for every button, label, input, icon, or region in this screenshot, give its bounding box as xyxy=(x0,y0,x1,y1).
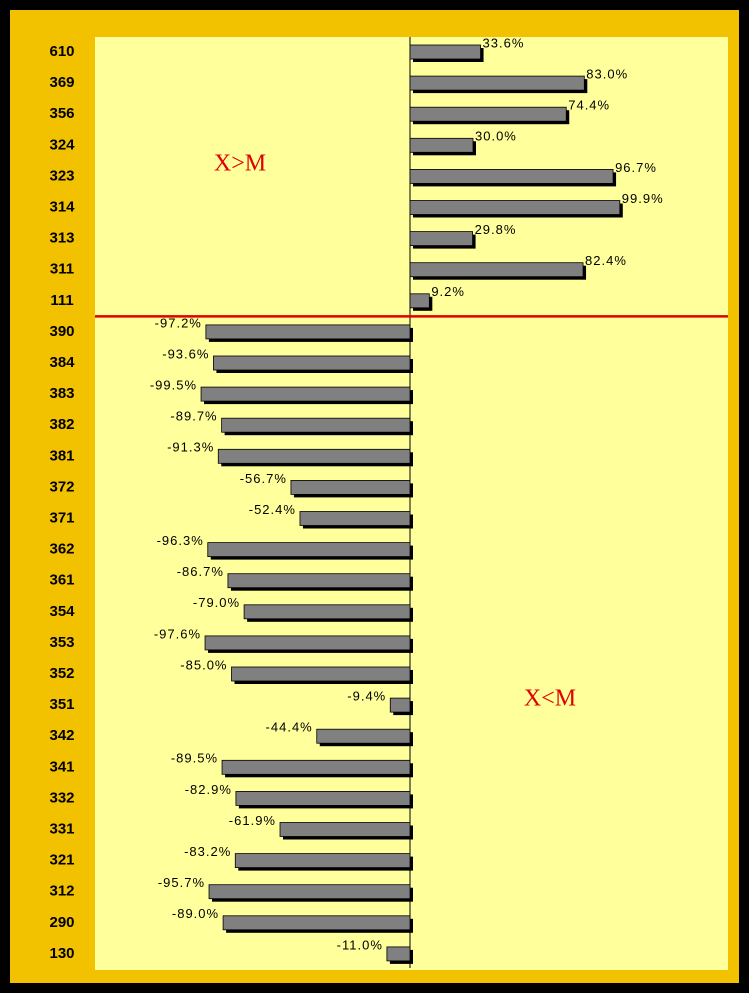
value-label: 96.7% xyxy=(615,160,657,175)
value-label: -11.0% xyxy=(337,937,383,952)
value-label: 83.0% xyxy=(586,67,628,82)
bar xyxy=(207,542,411,557)
value-label: -97.6% xyxy=(154,626,201,641)
bar xyxy=(221,417,411,433)
value-label: -83.2% xyxy=(184,844,231,859)
annotation: X>M xyxy=(214,151,266,177)
bar xyxy=(409,262,584,278)
bar xyxy=(222,915,411,931)
y-tick-label: 369 xyxy=(49,74,74,91)
bar xyxy=(235,791,411,806)
value-label: -85.0% xyxy=(180,657,227,672)
bar xyxy=(208,884,411,900)
bar xyxy=(279,822,411,837)
value-label: -52.4% xyxy=(249,502,296,517)
y-tick-label: 324 xyxy=(49,136,75,153)
value-label: -89.5% xyxy=(171,751,218,766)
value-label: 30.0% xyxy=(475,129,517,144)
value-label: -97.2% xyxy=(155,315,202,330)
y-tick-label: 313 xyxy=(49,230,74,247)
y-tick-label: 384 xyxy=(49,354,75,371)
value-label: 82.4% xyxy=(585,253,627,268)
value-label: 9.2% xyxy=(431,284,465,299)
value-label: -9.4% xyxy=(347,689,386,704)
value-label: -56.7% xyxy=(240,471,287,486)
y-tick-label: 353 xyxy=(49,634,74,651)
y-tick-label: 372 xyxy=(49,478,74,495)
value-label: -96.3% xyxy=(157,533,204,548)
y-tick-label: 341 xyxy=(49,758,74,775)
value-label: -95.7% xyxy=(158,875,205,890)
y-tick-label: 290 xyxy=(49,914,74,931)
bar xyxy=(389,697,411,713)
bar xyxy=(409,168,614,184)
annotation: X<M xyxy=(524,686,576,712)
bar xyxy=(205,324,411,340)
bar xyxy=(409,137,474,153)
y-tick-label: 332 xyxy=(49,789,74,806)
y-tick-label: 312 xyxy=(49,883,74,900)
bar xyxy=(243,604,411,620)
value-label: -82.9% xyxy=(185,782,232,797)
bar xyxy=(231,666,411,682)
value-label: -61.9% xyxy=(229,813,276,828)
y-tick-label: 361 xyxy=(49,572,74,589)
bar xyxy=(409,44,481,60)
y-tick-label: 311 xyxy=(50,261,74,278)
bar xyxy=(290,479,411,495)
bar xyxy=(409,293,430,309)
value-label: -79.0% xyxy=(193,595,240,610)
y-tick-label: 381 xyxy=(49,447,74,464)
y-tick-label: 390 xyxy=(49,323,74,340)
y-tick-label: 382 xyxy=(49,416,74,433)
y-tick-label: 362 xyxy=(49,541,74,558)
bar xyxy=(409,200,621,215)
y-tick-label: 323 xyxy=(49,167,74,184)
bar xyxy=(316,728,411,744)
y-tick-label: 342 xyxy=(49,727,74,744)
y-tick-label: 383 xyxy=(49,385,74,402)
value-label: 74.4% xyxy=(568,98,610,113)
y-tick-label: 356 xyxy=(49,105,74,122)
y-tick-label: 352 xyxy=(49,665,74,682)
bar xyxy=(409,106,567,122)
y-tick-label: 331 xyxy=(49,820,74,837)
bar xyxy=(386,946,411,962)
y-tick-label: 130 xyxy=(49,945,74,962)
value-label: 33.6% xyxy=(483,35,525,50)
bar xyxy=(234,853,411,868)
y-tick-label: 351 xyxy=(49,696,74,713)
plot-area xyxy=(95,37,728,970)
bar xyxy=(409,231,473,247)
value-label: -89.7% xyxy=(170,409,217,424)
value-label: -91.3% xyxy=(167,440,214,455)
value-label: 29.8% xyxy=(475,222,517,237)
bar xyxy=(204,635,411,651)
bar xyxy=(213,355,411,371)
bar xyxy=(227,573,411,589)
bar xyxy=(409,75,585,91)
y-tick-label: 354 xyxy=(49,603,75,620)
y-tick-label: 111 xyxy=(50,292,73,309)
value-label: -86.7% xyxy=(177,564,224,579)
bar xyxy=(299,511,411,526)
value-label: -44.4% xyxy=(266,720,313,735)
bar xyxy=(221,759,411,775)
y-tick-label: 314 xyxy=(49,198,75,215)
value-label: -89.0% xyxy=(172,906,219,921)
y-tick-label: 321 xyxy=(49,852,74,869)
value-label: -99.5% xyxy=(150,378,197,393)
bar xyxy=(200,386,411,402)
y-tick-label: 610 xyxy=(49,43,74,60)
value-label: -93.6% xyxy=(162,346,209,361)
y-tick-label: 371 xyxy=(49,509,74,526)
value-label: 99.9% xyxy=(622,191,664,206)
bar xyxy=(217,448,411,464)
